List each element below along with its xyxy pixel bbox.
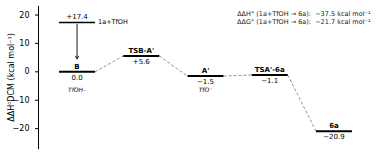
svg-text:A': A' xyxy=(202,67,210,75)
svg-text:−20.9: −20.9 xyxy=(323,133,344,141)
svg-text:10: 10 xyxy=(19,39,29,48)
svg-text:−20: −20 xyxy=(13,124,30,133)
svg-text:ΔΔH⁰DCM (kcal mol⁻¹): ΔΔH⁰DCM (kcal mol⁻¹) xyxy=(7,33,16,122)
svg-text:20: 20 xyxy=(19,11,29,20)
svg-text:TSA'-6a: TSA'-6a xyxy=(255,66,285,74)
svg-text:TfO⁻: TfO⁻ xyxy=(199,86,213,93)
svg-text:+17.4: +17.4 xyxy=(66,13,88,21)
svg-text:1a+TfOH: 1a+TfOH xyxy=(98,18,128,26)
svg-text:−10: −10 xyxy=(12,95,30,105)
svg-text:ΔΔH° (1a+TfOH → 6a): −37.5 kc: ΔΔH° (1a+TfOH → 6a): −37.5 kcal mol⁻¹ΔΔG… xyxy=(237,9,371,25)
svg-text:+5.6: +5.6 xyxy=(133,58,151,66)
svg-text:TfOH–: TfOH– xyxy=(68,86,86,93)
svg-text:B: B xyxy=(74,63,79,71)
svg-text:0.0: 0.0 xyxy=(71,74,82,82)
svg-text:0: 0 xyxy=(24,67,29,76)
svg-text:−1.5: −1.5 xyxy=(197,78,214,87)
svg-text:6a: 6a xyxy=(329,122,339,130)
svg-text:−1.1: −1.1 xyxy=(261,77,278,85)
svg-text:TSB-A': TSB-A' xyxy=(128,47,154,55)
